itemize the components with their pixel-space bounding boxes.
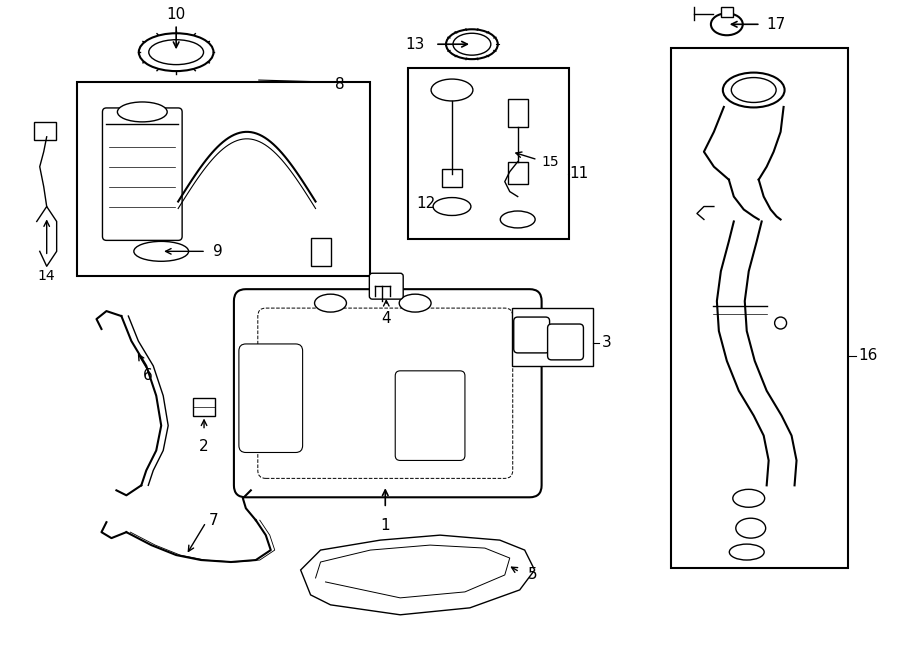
Bar — [512, 308, 593, 366]
Text: 6: 6 — [143, 368, 153, 383]
Ellipse shape — [723, 73, 785, 108]
Ellipse shape — [134, 241, 189, 261]
Bar — [76, 82, 370, 276]
Text: 9: 9 — [213, 244, 223, 259]
Text: 14: 14 — [38, 269, 56, 284]
Ellipse shape — [733, 489, 765, 507]
Ellipse shape — [732, 77, 776, 102]
Text: 15: 15 — [542, 155, 559, 169]
Text: 11: 11 — [570, 166, 589, 181]
Ellipse shape — [148, 40, 203, 65]
Circle shape — [775, 317, 787, 329]
Text: 2: 2 — [199, 438, 209, 453]
Ellipse shape — [431, 79, 472, 101]
FancyBboxPatch shape — [369, 273, 403, 299]
FancyBboxPatch shape — [234, 289, 542, 497]
FancyBboxPatch shape — [395, 371, 465, 461]
Text: 1: 1 — [381, 518, 390, 533]
Text: 13: 13 — [406, 37, 425, 52]
Ellipse shape — [400, 294, 431, 312]
Ellipse shape — [117, 102, 167, 122]
Text: 4: 4 — [382, 311, 392, 326]
Text: 5: 5 — [527, 567, 537, 582]
Bar — [409, 68, 570, 239]
Bar — [194, 398, 215, 416]
FancyBboxPatch shape — [547, 324, 583, 360]
Bar — [442, 169, 462, 186]
Ellipse shape — [139, 33, 213, 71]
Text: 16: 16 — [859, 348, 877, 364]
Text: 3: 3 — [601, 335, 611, 350]
Bar — [310, 239, 330, 266]
Text: 12: 12 — [416, 196, 435, 211]
Text: 17: 17 — [767, 17, 786, 32]
Bar — [508, 99, 527, 127]
Ellipse shape — [729, 544, 764, 560]
Ellipse shape — [446, 29, 498, 59]
Ellipse shape — [711, 13, 742, 35]
Ellipse shape — [433, 198, 471, 215]
Bar — [508, 162, 527, 184]
Ellipse shape — [736, 518, 766, 538]
Bar — [671, 48, 849, 568]
Bar — [721, 7, 733, 17]
Ellipse shape — [453, 33, 490, 55]
Polygon shape — [301, 535, 535, 615]
Text: 7: 7 — [209, 513, 219, 527]
Text: 10: 10 — [166, 7, 185, 22]
Bar — [34, 122, 56, 140]
Text: 8: 8 — [336, 77, 345, 91]
FancyBboxPatch shape — [103, 108, 182, 241]
Ellipse shape — [315, 294, 346, 312]
FancyBboxPatch shape — [238, 344, 302, 453]
Ellipse shape — [500, 211, 536, 228]
FancyBboxPatch shape — [514, 317, 550, 353]
